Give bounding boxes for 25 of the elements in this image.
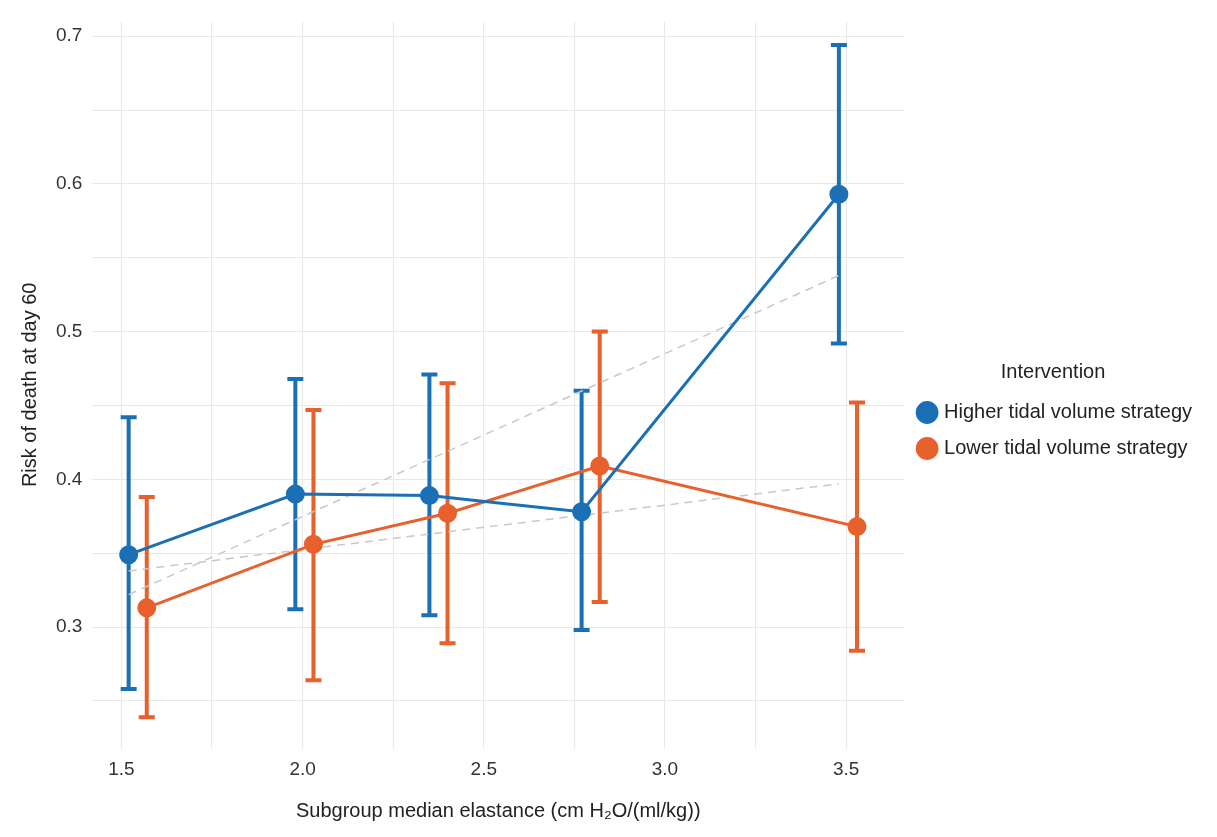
point xyxy=(438,503,458,523)
point xyxy=(137,598,157,618)
y-axis-title: Risk of death at day 60 xyxy=(17,282,40,488)
y-tick-label: 0.5 xyxy=(55,319,83,341)
point xyxy=(572,502,592,522)
point xyxy=(303,534,323,554)
x-tick-label: 2.5 xyxy=(470,757,497,779)
point xyxy=(829,184,849,204)
point xyxy=(119,545,139,565)
y-tick-label: 0.3 xyxy=(55,615,83,637)
point xyxy=(419,486,439,506)
point xyxy=(847,517,867,537)
x-tick-label: 3.0 xyxy=(651,757,679,779)
x-tick-label: 1.5 xyxy=(108,757,135,779)
x-tick-label: 3.5 xyxy=(832,757,860,779)
x-axis-title: Subgroup median elastance (cm H₂O/(ml/kg)) xyxy=(295,798,701,821)
point xyxy=(590,456,610,476)
y-tick-label: 0.4 xyxy=(55,467,83,489)
legend-label: Lower tidal volume strategy xyxy=(944,436,1188,459)
legend-title: Intervention xyxy=(1000,360,1106,383)
y-tick-label: 0.7 xyxy=(55,24,83,46)
point xyxy=(285,484,305,504)
x-tick-label: 2.0 xyxy=(289,757,316,779)
legend-label: Higher tidal volume strategy xyxy=(944,400,1192,423)
y-tick-label: 0.6 xyxy=(55,172,83,194)
